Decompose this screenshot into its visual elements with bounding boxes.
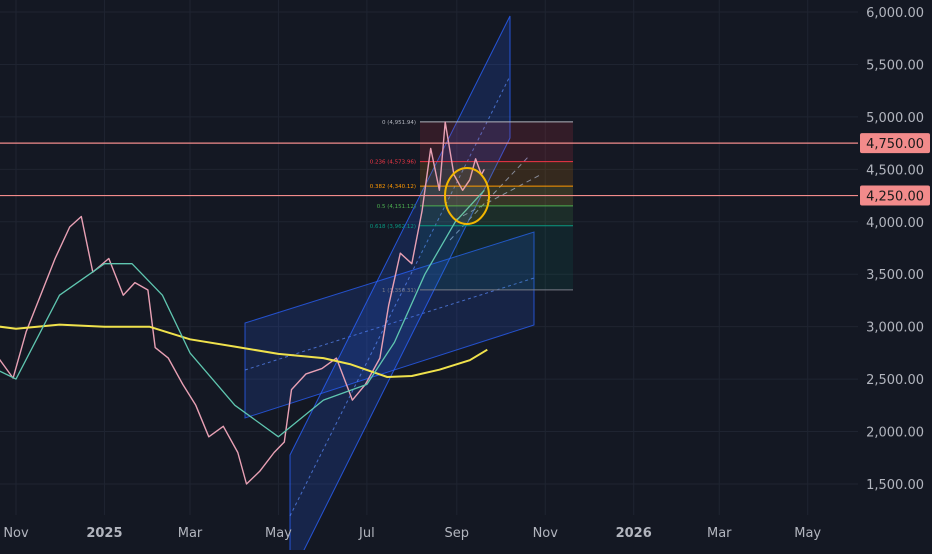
- y-tick-label: 1,500.00: [866, 478, 924, 493]
- x-tick-label: May: [265, 526, 292, 541]
- price-level-badge: [860, 133, 930, 154]
- fibonacci-retracement: 0 (4,951.94) 0.236 (4,573.96) 0.382 (4,340…: [370, 120, 573, 294]
- y-tick-label: 5,500.00: [866, 58, 924, 73]
- fib-zone: [420, 205, 573, 226]
- fib-level-label: 1 (3,350.31): [382, 288, 416, 294]
- y-axis: 6,000.00 5,500.00 5,000.00 4,500.00 4,000.00…: [866, 6, 924, 493]
- grid: [0, 0, 858, 515]
- x-tick-label: Jul: [358, 526, 375, 541]
- drawings: [244, 15, 541, 554]
- x-axis: Nov 2025 Mar May Jul Sep Nov 2026 Mar May: [3, 526, 821, 541]
- projection-line-2: [454, 174, 541, 221]
- y-tick-label: 6,000.00: [866, 6, 924, 21]
- y-tick-label: 3,000.00: [866, 321, 924, 336]
- price-level-badge: [860, 185, 930, 206]
- x-tick-label: 2025: [86, 526, 122, 541]
- fib-level-label: 0.618 (3,962.12): [370, 224, 416, 230]
- series-line-moving-average-50: [0, 189, 485, 438]
- x-tick-label: 2026: [616, 526, 652, 541]
- fib-level-label: 0 (4,951.94): [382, 120, 416, 126]
- y-tick-label: 4,500.00: [866, 163, 924, 178]
- fib-zone: [420, 225, 573, 290]
- fib-level-label: 0.236 (4,573.96): [370, 160, 416, 166]
- series-line-moving-average-200: [0, 323, 488, 378]
- x-tick-label: Nov: [533, 526, 559, 541]
- regression-channel-upper: [289, 15, 511, 554]
- series-line-close: [0, 121, 485, 485]
- regression-channel-lower: [244, 231, 535, 419]
- fib-level-label: 0.5 (4,151.12): [377, 204, 416, 210]
- price-level-badge-label: 4,750.00: [866, 137, 924, 152]
- y-tick-label: 5,000.00: [866, 111, 924, 126]
- y-tick-label: 2,500.00: [866, 373, 924, 388]
- x-tick-label: Nov: [3, 526, 29, 541]
- highlight-circle: [444, 167, 490, 225]
- x-tick-label: Sep: [445, 526, 470, 541]
- y-tick-label: 2,000.00: [866, 426, 924, 441]
- fib-zone: [420, 161, 573, 187]
- x-tick-label: Mar: [707, 526, 732, 541]
- price-level-badge-label: 4,250.00: [866, 190, 924, 205]
- x-tick-label: Mar: [178, 526, 203, 541]
- regression-channel-upper-midline: [289, 75, 511, 517]
- fib-zone: [420, 121, 573, 162]
- price-series: [0, 121, 488, 485]
- y-tick-label: 4,000.00: [866, 216, 924, 231]
- y-tick-label: 3,500.00: [866, 268, 924, 283]
- fib-level-label: 0.382 (4,340.12): [370, 184, 416, 190]
- horizontal-levels: 4,750.00 4,250.00: [0, 133, 930, 206]
- x-tick-label: May: [794, 526, 821, 541]
